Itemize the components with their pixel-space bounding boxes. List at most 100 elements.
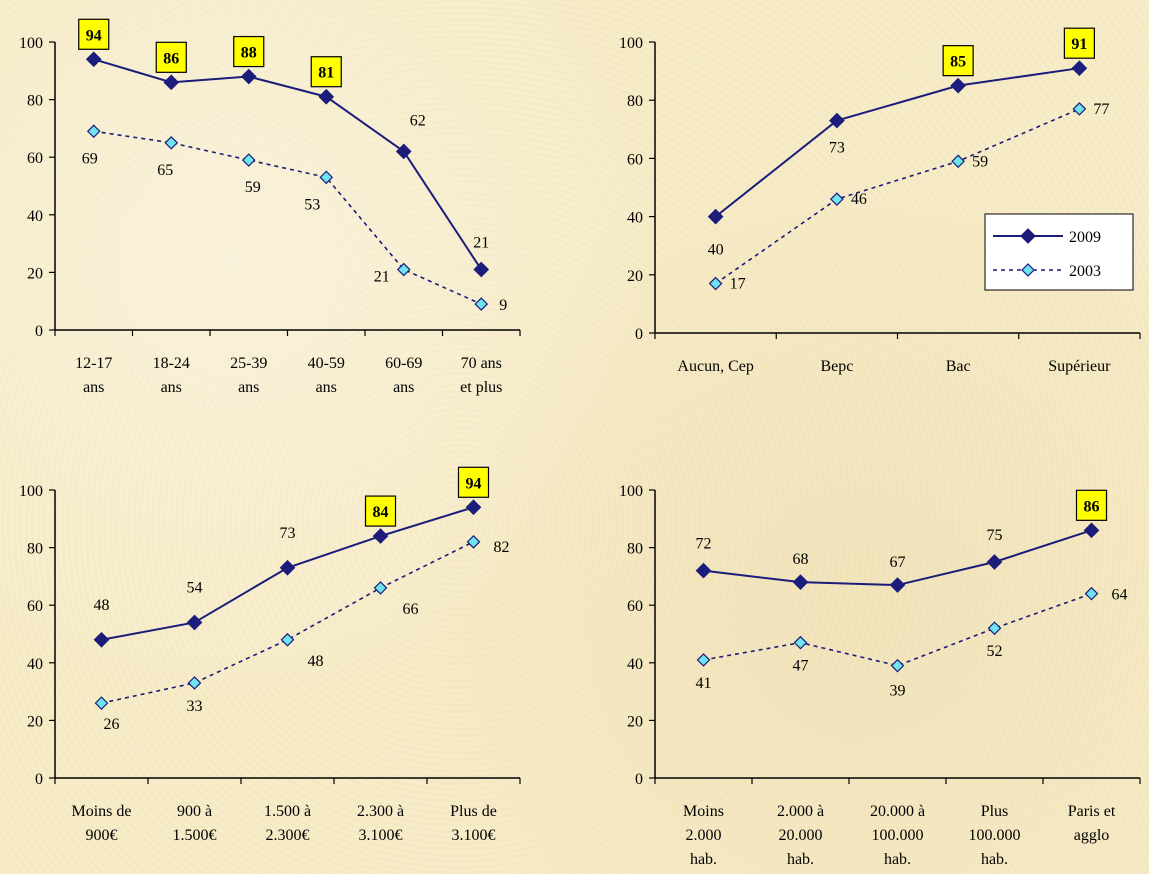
data-label: 65 [157,162,173,179]
data-label-highlight: 85 [950,54,966,71]
y-tick-label: 60 [627,598,643,615]
y-tick-label: 0 [35,771,43,788]
y-tick-label: 40 [627,656,643,673]
data-label: 48 [94,597,110,614]
data-point-2009 [372,528,389,544]
data-point-2009 [473,261,490,278]
data-label: 52 [987,643,1003,660]
data-point-2003 [987,621,1002,636]
data-label: 26 [104,716,120,733]
y-tick-label: 100 [19,35,43,52]
y-tick-label: 80 [27,541,43,558]
data-label-highlight: 88 [241,45,257,62]
x-tick-label-line: Aucun, Cep [677,358,753,375]
data-label-highlight: 94 [86,27,102,44]
data-label: 62 [410,112,426,129]
x-tick-label-line: 1.500 à [264,803,311,820]
x-tick-label-line: 2.000 à [777,803,824,820]
y-tick-label: 100 [19,483,43,500]
x-tick-label: Moins de 900€ [72,803,132,844]
data-label: 46 [851,191,867,208]
data-label-highlight: 91 [1071,36,1087,53]
x-tick-label: Paris et agglo [1068,803,1116,844]
data-point-2003 [319,170,334,185]
data-label: 66 [403,601,419,618]
highlight-box [1063,27,1095,59]
y-tick-label: 80 [27,93,43,110]
x-tick-label: 60-69 ans [385,355,422,396]
data-point-2003 [951,154,965,169]
data-label: 48 [308,653,324,670]
data-point-2009 [986,554,1003,570]
x-tick-label-line: 900€ [86,827,118,844]
data-label: 33 [187,698,203,715]
data-point-2003 [86,124,101,139]
data-point-2003 [474,297,489,311]
highlight-box [78,18,110,50]
legend-label-2009: 2009 [1069,229,1101,246]
data-label: 68 [793,551,809,568]
x-tick-label-line: 60-69 [385,355,422,372]
x-tick-label-line: Moins de [72,803,132,820]
x-tick-label-line: hab. [981,851,1008,868]
x-tick-label: 900 à 1.500€ [173,803,217,844]
y-tick-label: 40 [627,210,643,227]
x-tick-label-line: 3.100€ [452,827,496,844]
data-label: 72 [696,536,712,553]
x-tick-label: 2.300 à 3.100€ [357,803,404,844]
x-tick-label: 12-17 ans [75,355,112,396]
highlight-box [364,495,397,527]
data-point-2003 [94,696,109,710]
x-tick-label-line: 40-59 [308,355,345,372]
highlight-box [457,466,490,498]
data-label: 47 [793,658,809,675]
y-tick-label: 60 [27,598,43,615]
data-label-highlight: 86 [163,50,179,67]
x-tick-label-line: hab. [787,851,814,868]
data-label: 21 [473,235,489,252]
series-line-2003 [703,592,1092,667]
data-label: 67 [890,554,906,571]
x-tick-label: Moins 2.000 hab. [683,803,724,868]
data-label: 73 [280,525,296,542]
x-tick-label: Aucun, Cep [677,358,753,375]
legend-marker-2003 [1021,263,1035,277]
highlight-box [233,35,265,68]
data-point-2003 [466,534,481,549]
x-tick-label: Bac [946,358,971,375]
x-tick-label-line: ans [316,379,337,396]
data-label-highlight: 81 [318,65,334,82]
x-tick-label-line: 2.300 à [357,803,404,820]
x-tick-label-line: 900 à [177,803,212,820]
x-tick-label: 25-39 ans [230,355,267,396]
y-tick-label: 60 [627,151,643,168]
y-tick-label: 80 [627,93,643,110]
data-point-2009 [186,614,203,631]
x-tick-label: Supérieur [1048,358,1111,375]
data-label: 77 [1093,101,1109,118]
data-point-2009 [829,112,845,129]
x-tick-label-line: 2.300€ [266,827,310,844]
data-point-2009 [889,577,906,593]
x-tick-label-line: ans [393,379,414,396]
x-tick-label-line: Moins [683,803,724,820]
data-point-2003 [890,658,905,673]
y-tick-label: 100 [619,35,643,52]
data-point-2009 [85,51,102,68]
series-line-2009 [93,58,483,271]
data-point-2009 [163,74,180,91]
x-tick-label-line: 18-24 [153,355,190,372]
x-tick-label-line: hab. [884,851,911,868]
data-label-highlight: 94 [466,475,482,492]
x-tick-label: 2.000 à 20.000 hab. [777,803,824,868]
data-label: 75 [987,527,1003,544]
x-tick-label-line: hab. [690,851,717,868]
data-point-2009 [695,562,712,579]
data-label: 82 [494,539,510,556]
y-tick-label: 100 [619,483,643,500]
x-tick-label-line: ans [83,379,104,396]
x-tick-label-line: 12-17 [75,355,112,372]
data-point-2003 [396,262,411,277]
